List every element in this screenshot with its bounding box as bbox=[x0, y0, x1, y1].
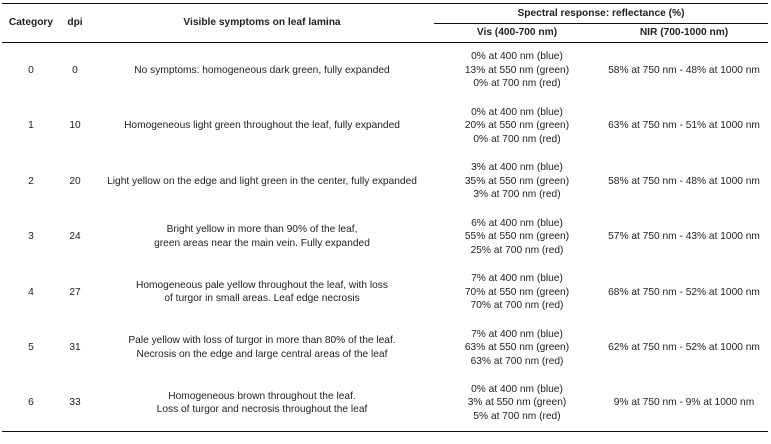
cell-nir: 68% at 750 nm - 52% at 1000 nm bbox=[608, 286, 760, 298]
table-row: 3 24 Bright yellow in more than 90% of the… bbox=[2, 209, 768, 265]
table-row: 1 10 Homogeneous light green throughout th… bbox=[2, 98, 768, 154]
cell-symptoms: Bright yellow in more than 90% of the le… bbox=[154, 224, 370, 249]
cell-vis: 0% at 400 nm (blue) 20% at 550 nm (green… bbox=[464, 106, 570, 145]
header-vis: Vis (400-700 nm) bbox=[434, 23, 600, 43]
cell-category: 5 bbox=[28, 342, 34, 353]
cell-symptoms: Pale yellow with loss of turgor in more … bbox=[128, 335, 396, 360]
cell-nir: 58% at 750 nm - 48% at 1000 nm bbox=[608, 175, 760, 187]
cell-vis: 0% at 400 nm (blue) 3% at 550 nm (green)… bbox=[467, 383, 567, 422]
cell-vis: 7% at 400 nm (blue) 63% at 550 nm (green… bbox=[464, 328, 570, 367]
cell-dpi: 10 bbox=[69, 120, 81, 131]
cell-vis: 0% at 400 nm (blue) 13% at 550 nm (green… bbox=[464, 51, 570, 90]
header-dpi: dpi bbox=[60, 3, 90, 43]
table-row: 4 27 Homogeneous pale yellow throughout th… bbox=[2, 265, 768, 321]
cell-category: 0 bbox=[28, 64, 34, 76]
cell-nir: 63% at 750 nm - 51% at 1000 nm bbox=[608, 120, 760, 131]
cell-dpi: 31 bbox=[69, 342, 81, 353]
cell-dpi: 27 bbox=[69, 286, 81, 298]
cell-dpi: 33 bbox=[69, 397, 81, 409]
header-row-1: Category dpi Visible symptoms on leaf la… bbox=[2, 3, 768, 43]
cell-symptoms: Homogeneous light green throughout the l… bbox=[124, 120, 400, 131]
cell-symptoms: Light yellow on the edge and light green… bbox=[107, 175, 417, 187]
header-row-2: Vis (400-700 nm) NIR (700-1000 nm) bbox=[2, 23, 768, 43]
cell-nir: 58% at 750 nm - 48% at 1000 nm bbox=[608, 64, 760, 76]
cell-category: 6 bbox=[28, 397, 34, 409]
cell-dpi: 0 bbox=[72, 64, 78, 76]
cell-symptoms: No symptoms: homogeneous dark green, ful… bbox=[134, 64, 390, 76]
cell-category: 3 bbox=[28, 231, 34, 242]
header-category: Category bbox=[2, 3, 60, 43]
header-nir: NIR (700-1000 nm) bbox=[600, 23, 768, 43]
table-row: 2 20 Light yellow on the edge and light gr… bbox=[2, 154, 768, 210]
header-symptoms: Visible symptoms on leaf lamina bbox=[90, 3, 434, 43]
cell-nir: 62% at 750 nm - 52% at 1000 nm bbox=[608, 342, 760, 353]
cell-nir: 57% at 750 nm - 43% at 1000 nm bbox=[608, 231, 760, 242]
cell-category: 2 bbox=[28, 175, 34, 187]
cell-dpi: 20 bbox=[69, 175, 81, 187]
table-row: 6 33 Homogeneous brown throughout the leaf… bbox=[2, 376, 768, 431]
table-row: 0 0 No symptoms: homogeneous dark green, f… bbox=[2, 43, 768, 99]
cell-symptoms: Homogeneous pale yellow throughout the l… bbox=[135, 279, 388, 305]
cell-vis: 7% at 400 nm (blue) 70% at 550 nm (green… bbox=[464, 273, 570, 311]
cell-category: 4 bbox=[28, 286, 34, 298]
cell-dpi: 24 bbox=[69, 231, 81, 242]
header-spectral-response: Spectral response: reflectance (%) bbox=[434, 3, 768, 24]
cell-nir: 9% at 750 nm - 9% at 1000 nm bbox=[613, 397, 755, 409]
cell-vis: 6% at 400 nm (blue) 55% at 550 nm (green… bbox=[464, 217, 570, 256]
cell-vis: 3% at 400 nm (blue) 35% at 550 nm (green… bbox=[464, 162, 570, 200]
cell-category: 1 bbox=[28, 120, 34, 131]
table-body: 0 0 No symptoms: homogeneous dark green, f… bbox=[2, 43, 768, 431]
cell-symptoms: Homogeneous brown throughout the leaf. L… bbox=[156, 390, 368, 416]
symptoms-reflectance-table: Category dpi Visible symptoms on leaf la… bbox=[2, 3, 768, 432]
table-row: 5 31 Pale yellow with loss of turgor in mo… bbox=[2, 320, 768, 376]
